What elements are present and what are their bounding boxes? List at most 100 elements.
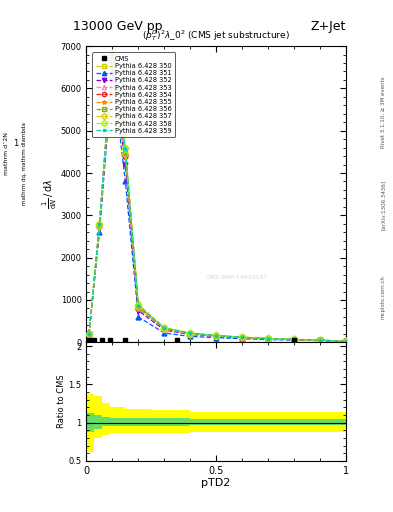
Text: mathrm dˆ2N: mathrm dˆ2N [4,132,9,175]
Pythia 6.428 357 [240,334,244,340]
Pythia 6.428 357 [87,331,92,337]
Pythia 6.428 359 [97,221,102,227]
Pythia 6.428 356 [162,325,167,331]
Pythia 6.428 357 [343,338,348,345]
Pythia 6.428 355 [162,325,167,331]
Text: $(p_T^D)^2\lambda\_0^2$ (CMS jet substructure): $(p_T^D)^2\lambda\_0^2$ (CMS jet substru… [142,28,290,43]
Pythia 6.428 356 [136,303,141,309]
Pythia 6.428 355 [240,334,244,340]
Pythia 6.428 353 [87,331,92,337]
Pythia 6.428 354 [214,333,219,339]
Pythia 6.428 351 [110,69,115,75]
Pythia 6.428 350 [266,335,270,342]
Pythia 6.428 355 [123,149,128,155]
Pythia 6.428 354 [266,336,270,342]
Pythia 6.428 356 [97,222,102,228]
Pythia 6.428 352 [214,333,219,339]
Pythia 6.428 358 [162,325,167,331]
Pythia 6.428 358 [87,331,92,337]
Pythia 6.428 357 [110,55,115,61]
CMS [92,337,97,343]
Pythia 6.428 355 [188,330,193,336]
Pythia 6.428 359 [87,331,92,337]
Pythia 6.428 350 [110,52,115,58]
Pythia 6.428 357 [188,331,193,337]
Line: Pythia 6.428 356: Pythia 6.428 356 [86,54,348,344]
Pythia 6.428 352 [240,335,244,341]
Pythia 6.428 359 [188,330,193,336]
Pythia 6.428 352 [162,327,167,333]
Pythia 6.428 355 [110,54,115,60]
Pythia 6.428 357 [318,337,322,343]
Pythia 6.428 350 [343,338,348,345]
Pythia 6.428 357 [123,151,128,157]
Pythia 6.428 356 [87,331,92,337]
Pythia 6.428 358 [318,337,322,343]
Pythia 6.428 354 [162,326,167,332]
Pythia 6.428 357 [292,336,296,343]
Pythia 6.428 353 [318,337,322,343]
Pythia 6.428 359 [110,52,115,58]
Pythia 6.428 359 [162,325,167,331]
Text: CMS-SMP-14920187: CMS-SMP-14920187 [206,274,268,280]
Pythia 6.428 355 [87,331,92,337]
Pythia 6.428 359 [318,337,322,343]
Pythia 6.428 353 [162,326,167,332]
Pythia 6.428 358 [343,338,348,345]
Pythia 6.428 355 [266,335,270,342]
Pythia 6.428 359 [266,335,270,342]
Pythia 6.428 353 [266,336,270,342]
Pythia 6.428 355 [214,333,219,339]
Line: Pythia 6.428 350: Pythia 6.428 350 [86,52,348,344]
Pythia 6.428 356 [188,330,193,336]
Pythia 6.428 350 [240,334,244,340]
Pythia 6.428 356 [214,333,219,339]
Pythia 6.428 351 [343,338,348,345]
Pythia 6.428 350 [214,332,219,338]
Pythia 6.428 354 [240,334,244,340]
Pythia 6.428 352 [188,331,193,337]
Pythia 6.428 353 [292,336,296,343]
Line: Pythia 6.428 352: Pythia 6.428 352 [86,60,348,344]
Pythia 6.428 353 [123,153,128,159]
Text: 13000 GeV pp: 13000 GeV pp [73,20,163,33]
Pythia 6.428 351 [162,330,167,336]
Pythia 6.428 353 [343,338,348,345]
Pythia 6.428 352 [87,331,92,337]
Pythia 6.428 359 [123,146,128,153]
Line: Pythia 6.428 359: Pythia 6.428 359 [86,53,348,344]
Pythia 6.428 350 [318,337,322,343]
Pythia 6.428 350 [136,301,141,307]
Pythia 6.428 358 [266,335,270,342]
Pythia 6.428 355 [318,337,322,343]
CMS [100,337,105,343]
Text: 1: 1 [13,139,18,148]
CMS [123,337,128,343]
Pythia 6.428 353 [110,56,115,62]
Pythia 6.428 357 [97,222,102,228]
Pythia 6.428 353 [240,334,244,340]
Pythia 6.428 353 [97,223,102,229]
Line: Pythia 6.428 357: Pythia 6.428 357 [86,55,348,344]
Pythia 6.428 350 [87,331,92,337]
Pythia 6.428 355 [292,336,296,343]
Line: Pythia 6.428 351: Pythia 6.428 351 [86,69,348,344]
Pythia 6.428 354 [343,338,348,345]
Pythia 6.428 352 [123,161,128,167]
Pythia 6.428 351 [87,331,92,337]
Pythia 6.428 351 [240,336,244,342]
Pythia 6.428 359 [292,336,296,343]
Text: [arXiv:1306.3436]: [arXiv:1306.3436] [381,180,386,230]
Pythia 6.428 353 [136,305,141,311]
Pythia 6.428 354 [123,153,128,159]
Text: mcplots.cern.ch: mcplots.cern.ch [381,275,386,319]
CMS [175,337,180,343]
Pythia 6.428 356 [343,338,348,345]
Pythia 6.428 355 [97,222,102,228]
Pythia 6.428 351 [97,229,102,236]
Pythia 6.428 350 [292,336,296,343]
Pythia 6.428 358 [136,303,141,309]
Pythia 6.428 352 [343,338,348,345]
Pythia 6.428 354 [110,56,115,62]
Pythia 6.428 359 [343,338,348,345]
